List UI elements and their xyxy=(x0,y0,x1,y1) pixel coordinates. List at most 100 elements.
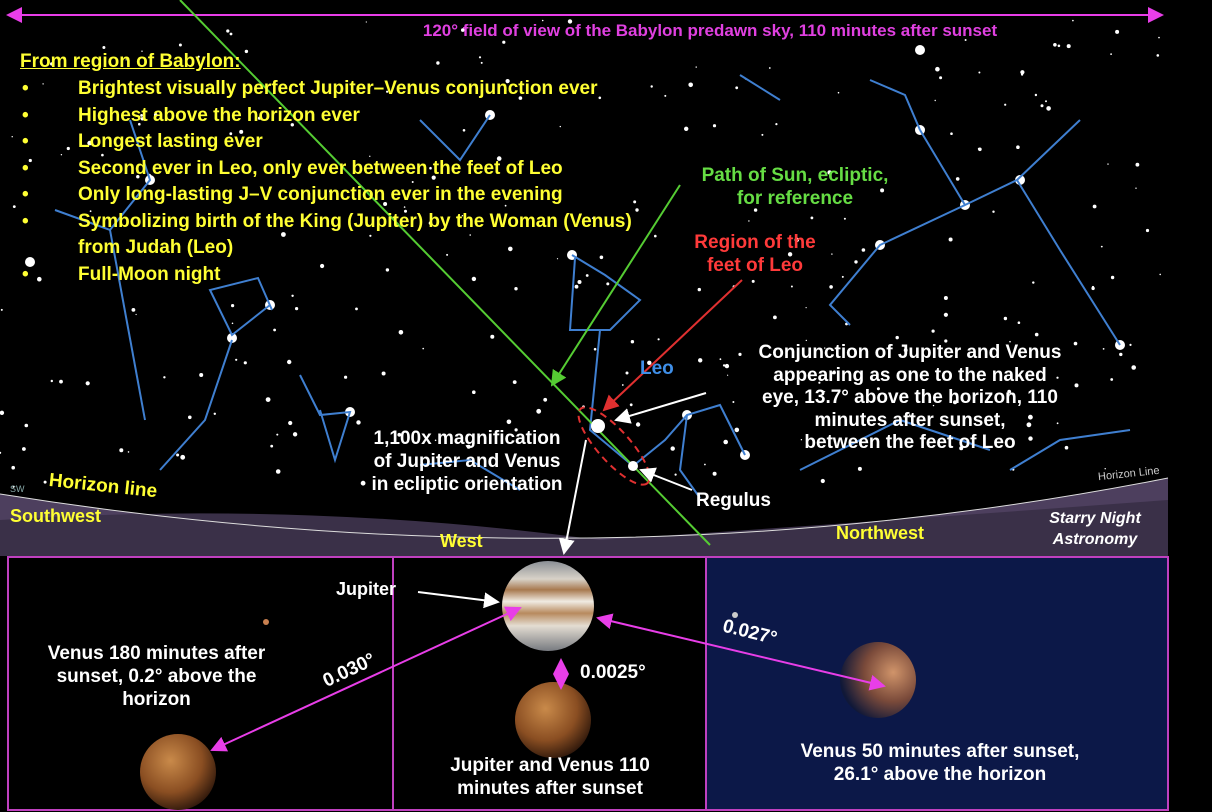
star xyxy=(943,296,948,300)
star xyxy=(436,61,440,65)
star xyxy=(243,361,247,365)
star xyxy=(1053,43,1057,47)
star xyxy=(141,50,143,52)
conjunction-label-line: Conjunction of Jupiter and Venus xyxy=(758,342,1062,363)
star xyxy=(880,188,885,193)
feet-region xyxy=(577,406,651,486)
star xyxy=(761,133,764,136)
star xyxy=(102,46,106,49)
conjunction-label-line: minutes after sunset, xyxy=(814,409,1006,431)
star xyxy=(824,391,826,393)
ecliptic-label-line: for reference xyxy=(736,187,854,209)
magnification-label-line: in ecliptic orientation xyxy=(371,473,563,495)
star xyxy=(85,381,90,386)
left-caption-line: Venus 180 minutes after xyxy=(47,643,266,664)
ecliptic-label-line: Path of Sun, ecliptic, xyxy=(701,165,889,186)
star xyxy=(1007,401,1010,404)
star xyxy=(832,370,836,375)
star xyxy=(810,216,814,220)
star xyxy=(978,71,981,74)
star xyxy=(654,234,657,238)
star xyxy=(939,76,943,80)
star xyxy=(502,40,506,44)
star xyxy=(188,415,192,420)
star xyxy=(1020,73,1024,76)
star xyxy=(935,66,940,72)
star xyxy=(199,373,204,377)
star xyxy=(514,428,518,432)
bullet: Highest above the horizon ever xyxy=(22,103,652,130)
star xyxy=(704,463,706,466)
feet-label-line: Region of the xyxy=(694,232,816,253)
star xyxy=(621,384,624,386)
middle-caption-line: Jupiter and Venus 110 xyxy=(450,755,650,776)
star xyxy=(176,453,180,457)
star xyxy=(732,401,735,403)
star xyxy=(270,444,274,448)
star xyxy=(434,439,437,442)
star xyxy=(903,348,908,353)
star xyxy=(355,307,358,311)
intro-heading: From region of Babylon: xyxy=(20,51,241,72)
bullet-list: Brightest visually perfect Jupiter–Venus… xyxy=(22,76,652,288)
star xyxy=(773,315,777,320)
star xyxy=(461,28,465,32)
star xyxy=(1032,281,1035,284)
star xyxy=(1119,352,1123,357)
star xyxy=(131,308,136,312)
star xyxy=(964,39,967,41)
bullet: Longest lasting ever xyxy=(22,129,652,156)
feet-pointer xyxy=(602,279,743,412)
star xyxy=(478,56,482,59)
star xyxy=(1135,187,1137,189)
left-caption-line: sunset, 0.2° above the xyxy=(56,665,257,687)
star xyxy=(265,397,271,402)
star xyxy=(837,91,840,94)
star xyxy=(831,253,833,255)
star xyxy=(227,333,237,343)
bullet: Full-Moon night xyxy=(22,262,652,289)
star xyxy=(235,358,238,361)
star xyxy=(1017,321,1021,325)
star xyxy=(827,170,832,175)
star xyxy=(381,371,386,376)
star xyxy=(670,446,675,451)
conjunction-pointer xyxy=(614,392,707,424)
star xyxy=(934,99,936,102)
star xyxy=(1016,145,1020,149)
star xyxy=(11,465,15,470)
star xyxy=(818,381,821,384)
ground-shade xyxy=(0,500,1168,556)
left-caption: Venus 180 minutes after sunset, 0.2° abov… xyxy=(14,643,299,711)
star xyxy=(723,439,728,445)
star xyxy=(719,358,722,361)
star xyxy=(1034,332,1039,337)
bullet: Only long-lasting J–V conjunction ever i… xyxy=(22,182,652,209)
star xyxy=(1056,376,1059,379)
jupiter-venus-dot xyxy=(591,419,605,433)
title: 120° field of view of the Babylon predaw… xyxy=(422,21,998,40)
star xyxy=(1131,365,1136,370)
magnification-label-line: 1,100x magnification xyxy=(373,428,561,449)
star xyxy=(841,275,844,278)
star xyxy=(992,210,995,213)
star xyxy=(794,237,800,243)
star xyxy=(625,371,629,375)
star xyxy=(861,248,866,252)
credit-label: Starry Night Astronomy xyxy=(1020,508,1170,550)
star xyxy=(231,322,234,325)
star xyxy=(741,452,743,454)
regulus-label: Regulus xyxy=(696,490,771,511)
star xyxy=(119,448,124,453)
star xyxy=(466,444,471,449)
star xyxy=(536,408,542,414)
star xyxy=(89,487,92,490)
middle-caption: Jupiter and Venus 110 minutes after sunse… xyxy=(400,755,700,801)
star xyxy=(1102,348,1105,350)
star xyxy=(895,335,899,340)
star xyxy=(684,126,689,131)
conjunction-label-line: between the feet of Leo xyxy=(804,432,1016,453)
star xyxy=(1145,228,1150,233)
star xyxy=(724,363,730,369)
